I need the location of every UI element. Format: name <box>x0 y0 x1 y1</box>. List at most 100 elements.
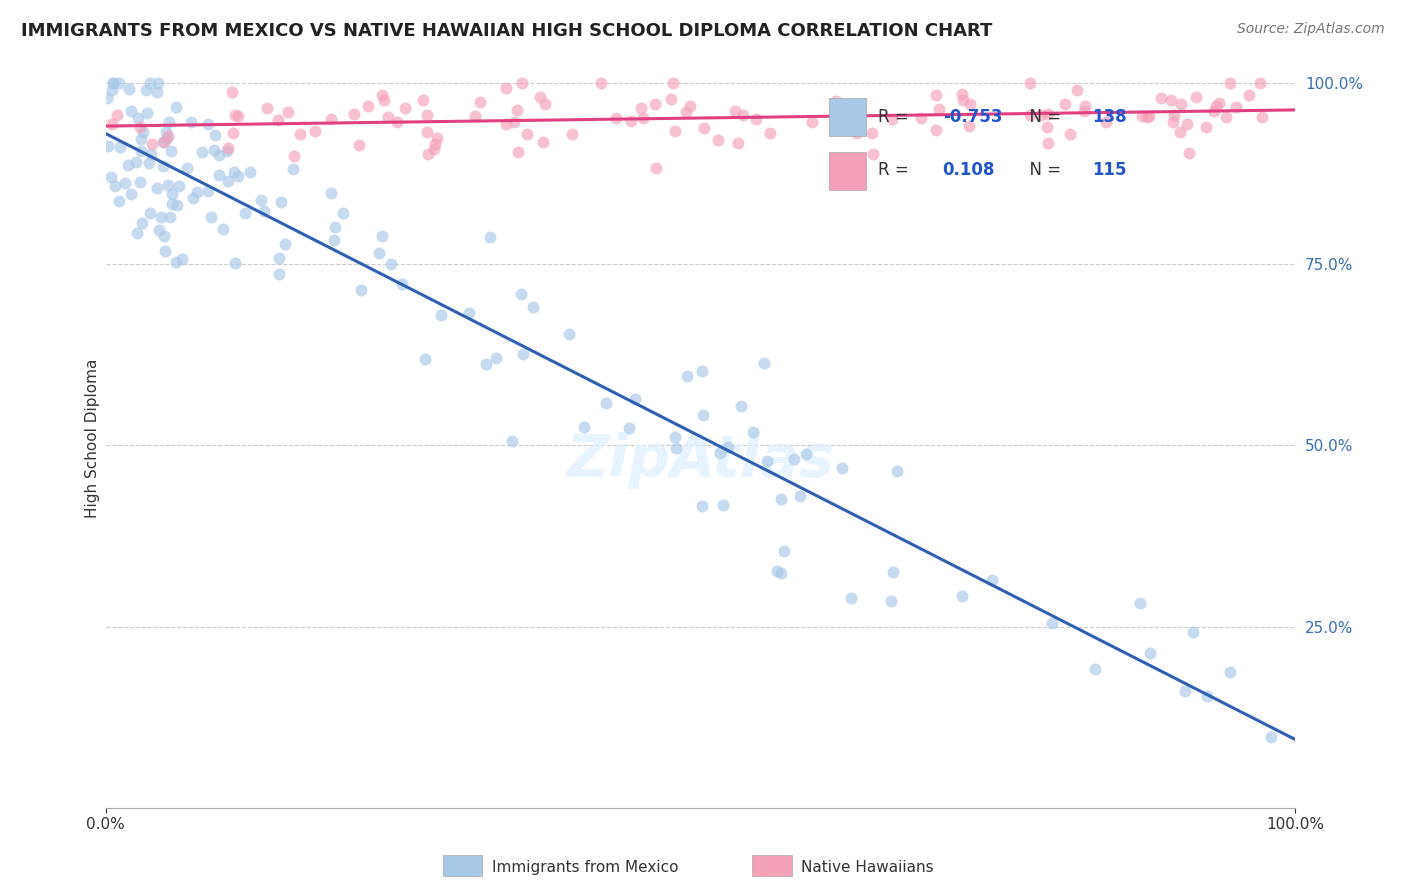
Point <box>928 102 950 116</box>
Point <box>800 115 823 129</box>
Point <box>510 76 533 90</box>
Point <box>413 351 436 366</box>
Point <box>742 425 765 439</box>
Point <box>1195 120 1218 134</box>
Point <box>221 85 243 99</box>
Point <box>166 197 188 211</box>
Point <box>1136 111 1159 125</box>
Point <box>156 129 179 144</box>
Point <box>148 223 170 237</box>
Point <box>222 126 245 140</box>
Point <box>368 245 391 260</box>
Point <box>120 187 142 202</box>
Point <box>152 159 174 173</box>
Point <box>957 119 980 133</box>
Point <box>502 114 524 128</box>
Point <box>249 193 271 207</box>
Point <box>495 80 517 95</box>
Point <box>1066 83 1088 97</box>
Point <box>745 112 768 127</box>
Point <box>1170 97 1192 112</box>
Point <box>415 108 437 122</box>
Point <box>332 206 354 220</box>
Point <box>103 76 125 90</box>
Point <box>980 574 1002 588</box>
Point <box>138 156 160 170</box>
Point <box>186 185 208 199</box>
Point <box>127 112 149 126</box>
Point <box>373 93 395 107</box>
Point <box>1019 76 1042 90</box>
Point <box>169 179 191 194</box>
Point <box>156 131 179 145</box>
Point <box>959 97 981 112</box>
Point <box>458 306 481 320</box>
Point <box>253 204 276 219</box>
Point <box>176 161 198 175</box>
Point <box>204 128 226 142</box>
Point <box>1040 615 1063 630</box>
Point <box>349 283 371 297</box>
Point <box>824 95 846 109</box>
Point <box>624 392 647 407</box>
Point <box>197 184 219 198</box>
Point <box>212 221 235 235</box>
Point <box>1219 665 1241 679</box>
Point <box>267 251 290 265</box>
Point <box>664 430 686 444</box>
Point <box>1175 117 1198 131</box>
Point <box>145 85 167 99</box>
Point <box>288 127 311 141</box>
Point <box>910 111 932 125</box>
Point <box>1225 100 1247 114</box>
Point <box>105 108 128 122</box>
Point <box>1182 624 1205 639</box>
Point <box>226 109 249 123</box>
Point <box>270 194 292 209</box>
Point <box>157 115 180 129</box>
Point <box>1168 125 1191 139</box>
Point <box>846 126 869 140</box>
Point <box>690 499 713 513</box>
Point <box>1174 683 1197 698</box>
Point <box>117 158 139 172</box>
Point <box>470 95 492 109</box>
Point <box>475 357 498 371</box>
Point <box>141 147 163 161</box>
Point <box>773 544 796 558</box>
Point <box>321 186 343 201</box>
Point <box>589 76 612 90</box>
Y-axis label: High School Diploma: High School Diploma <box>86 359 100 517</box>
Point <box>727 136 749 151</box>
Point <box>595 396 617 410</box>
Point <box>1185 90 1208 104</box>
Point <box>215 144 238 158</box>
Point <box>233 206 256 220</box>
Point <box>132 125 155 139</box>
Point <box>1031 107 1053 121</box>
Point <box>224 256 246 270</box>
Point <box>675 105 697 120</box>
Point <box>1260 730 1282 744</box>
Point <box>343 107 366 121</box>
Point <box>679 99 702 113</box>
Point <box>1177 145 1199 160</box>
Point <box>385 115 408 129</box>
Point <box>180 115 202 129</box>
Point <box>370 88 392 103</box>
Point <box>349 138 371 153</box>
Point <box>1139 646 1161 660</box>
Point <box>766 564 789 578</box>
Point <box>304 123 326 137</box>
Point <box>605 111 627 125</box>
Point <box>516 128 538 142</box>
Point <box>794 447 817 461</box>
Point <box>267 112 290 127</box>
Point <box>101 76 124 90</box>
Point <box>693 121 716 136</box>
Point <box>267 267 290 281</box>
Point <box>505 103 527 118</box>
Point <box>108 194 131 209</box>
Point <box>1202 103 1225 118</box>
Text: Source: ZipAtlas.com: Source: ZipAtlas.com <box>1237 22 1385 37</box>
